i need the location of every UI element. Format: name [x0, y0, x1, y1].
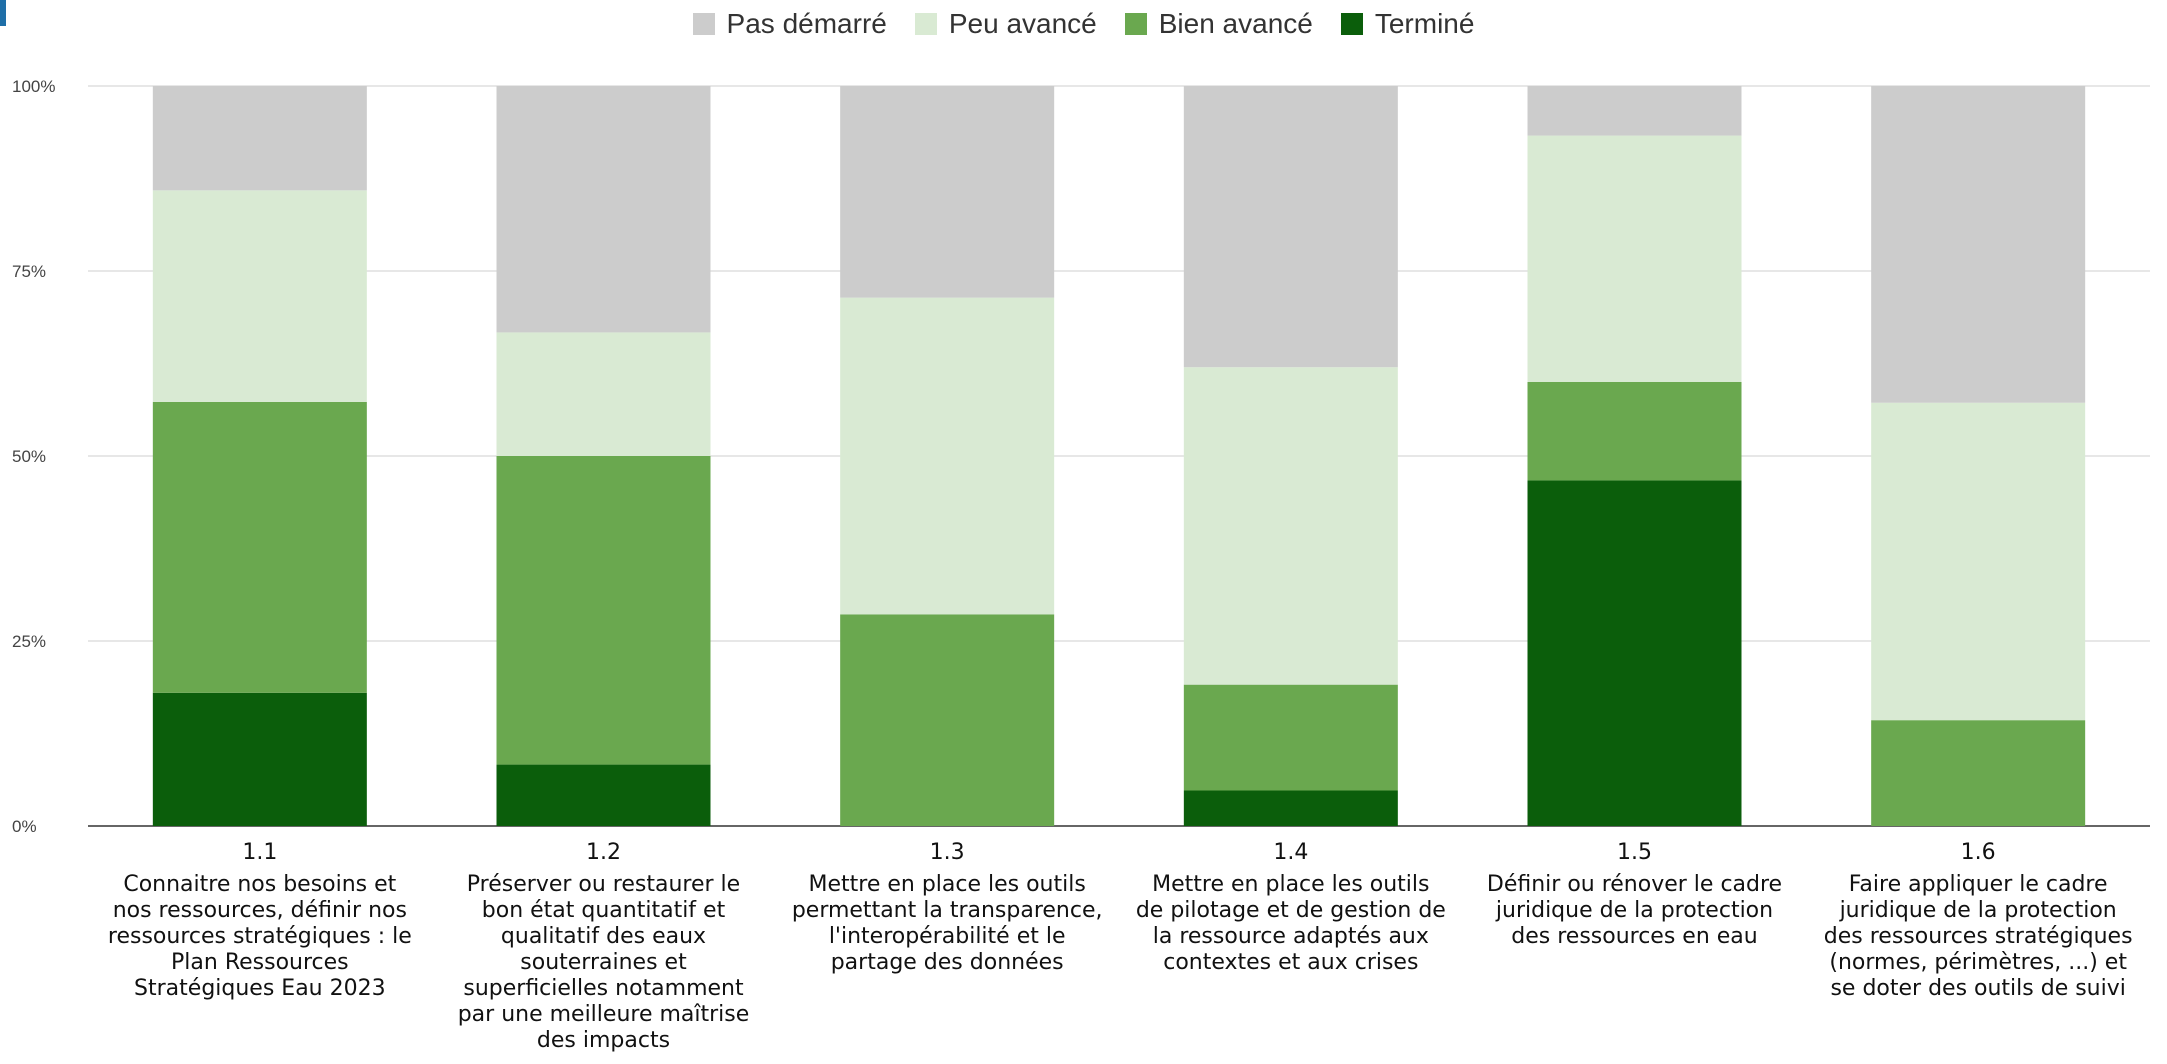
- bar-segment-1.1-pas-d-marr-: [152, 86, 367, 191]
- x-tick-label-line: Préserver ou restaurer le: [467, 872, 740, 897]
- x-tick-code: 1.5: [1617, 840, 1652, 865]
- corner-accent-bar: [0, 0, 6, 26]
- bar-segment-1.2-pas-d-marr-: [496, 86, 711, 333]
- x-tick-label-line: Faire appliquer le cadre: [1849, 872, 2108, 897]
- x-tick-label-line: se doter des outils de suivi: [1830, 976, 2125, 1001]
- x-tick-label-line: la ressource adaptés aux: [1153, 924, 1429, 949]
- chart-legend: Pas démarré Peu avancé Bien avancé Terminé: [0, 4, 2167, 44]
- bar-segment-1.3-bien-avanc-: [840, 614, 1055, 826]
- x-tick-label-line: juridique de la protection: [1839, 898, 2117, 923]
- x-tick-code: 1.4: [1273, 840, 1308, 865]
- x-tick-label-line: ressources stratégiques : le: [108, 924, 412, 949]
- x-tick-label-line: (normes, périmètres, ...) et: [1829, 950, 2127, 975]
- bar-segment-1.1-termin-: [152, 692, 367, 826]
- y-tick-label: 0%: [12, 817, 37, 836]
- x-tick-label-line: Mettre en place les outils: [1152, 872, 1429, 897]
- bar-segment-1.2-peu-avanc-: [496, 332, 711, 456]
- x-tick-label-line: des impacts: [537, 1028, 670, 1053]
- x-tick-label-line: qualitatif des eaux: [501, 924, 706, 949]
- legend-swatch: [1340, 13, 1363, 35]
- bar-segment-1.1-bien-avanc-: [152, 401, 367, 693]
- x-tick-label-line: par une meilleure maîtrise: [458, 1002, 750, 1027]
- bar-segment-1.6-peu-avanc-: [1871, 402, 2086, 721]
- legend-swatch: [914, 13, 937, 35]
- legend-swatch: [692, 13, 715, 35]
- bar-segment-1.5-pas-d-marr-: [1527, 86, 1742, 136]
- x-tick-label-line: souterraines et: [520, 950, 687, 975]
- x-tick-label-line: partage des données: [831, 950, 1064, 975]
- legend-item: Pas démarré: [692, 8, 887, 40]
- legend-swatch: [1124, 13, 1147, 35]
- x-tick-code: 1.6: [1961, 840, 1996, 865]
- bar-segment-1.1-peu-avanc-: [152, 190, 367, 402]
- y-tick-label: 100%: [12, 77, 55, 96]
- bar-segment-1.5-peu-avanc-: [1527, 135, 1742, 382]
- legend-item: Peu avancé: [914, 8, 1097, 40]
- x-tick-label-line: l'interopérabilité et le: [829, 924, 1066, 949]
- legend-label: Bien avancé: [1158, 8, 1313, 39]
- bar-segment-1.2-bien-avanc-: [496, 456, 711, 765]
- legend-item: Terminé: [1340, 8, 1475, 40]
- bar-segment-1.5-termin-: [1527, 480, 1742, 826]
- x-tick-code: 1.3: [930, 840, 965, 865]
- bar-segment-1.4-termin-: [1183, 790, 1398, 826]
- legend-label: Terminé: [1374, 8, 1475, 39]
- bar-segment-1.6-pas-d-marr-: [1871, 86, 2086, 403]
- x-tick-label-line: des ressources en eau: [1511, 924, 1757, 949]
- x-tick-code: 1.2: [586, 840, 621, 865]
- legend-item: Bien avancé: [1124, 8, 1313, 40]
- x-tick-label-line: Mettre en place les outils: [808, 872, 1085, 897]
- x-tick-label-line: Stratégiques Eau 2023: [134, 976, 386, 1001]
- legend-label: Pas démarré: [726, 8, 887, 39]
- bar-segment-1.3-pas-d-marr-: [840, 86, 1055, 298]
- x-tick-label-line: Connaitre nos besoins et: [123, 872, 396, 897]
- x-tick-label-line: superficielles notamment: [463, 976, 744, 1001]
- y-tick-label: 75%: [12, 262, 46, 281]
- bar-segment-1.5-bien-avanc-: [1527, 382, 1742, 481]
- x-tick-code: 1.1: [242, 840, 277, 865]
- x-tick-label-line: des ressources stratégiques: [1824, 924, 2133, 949]
- x-tick-label-line: Plan Ressources: [171, 950, 349, 975]
- x-tick-label-line: juridique de la protection: [1495, 898, 1773, 923]
- x-tick-label-line: contextes et aux crises: [1163, 950, 1418, 975]
- bar-segment-1.6-bien-avanc-: [1871, 720, 2086, 826]
- bar-segment-1.2-termin-: [496, 764, 711, 826]
- y-tick-label: 50%: [12, 447, 46, 466]
- legend-label: Peu avancé: [948, 8, 1097, 39]
- x-tick-label-line: Définir ou rénover le cadre: [1487, 872, 1782, 897]
- x-tick-label-line: bon état quantitatif et: [482, 898, 726, 923]
- y-tick-label: 25%: [12, 632, 46, 651]
- x-tick-label-line: permettant la transparence,: [792, 898, 1103, 923]
- x-tick-label-line: nos ressources, définir nos: [113, 898, 407, 923]
- bar-segment-1.3-peu-avanc-: [840, 297, 1055, 615]
- bar-segment-1.4-peu-avanc-: [1183, 367, 1398, 685]
- x-tick-label-line: de pilotage et de gestion de: [1136, 898, 1446, 923]
- bar-segment-1.4-pas-d-marr-: [1183, 86, 1398, 368]
- bar-segment-1.4-bien-avanc-: [1183, 684, 1398, 791]
